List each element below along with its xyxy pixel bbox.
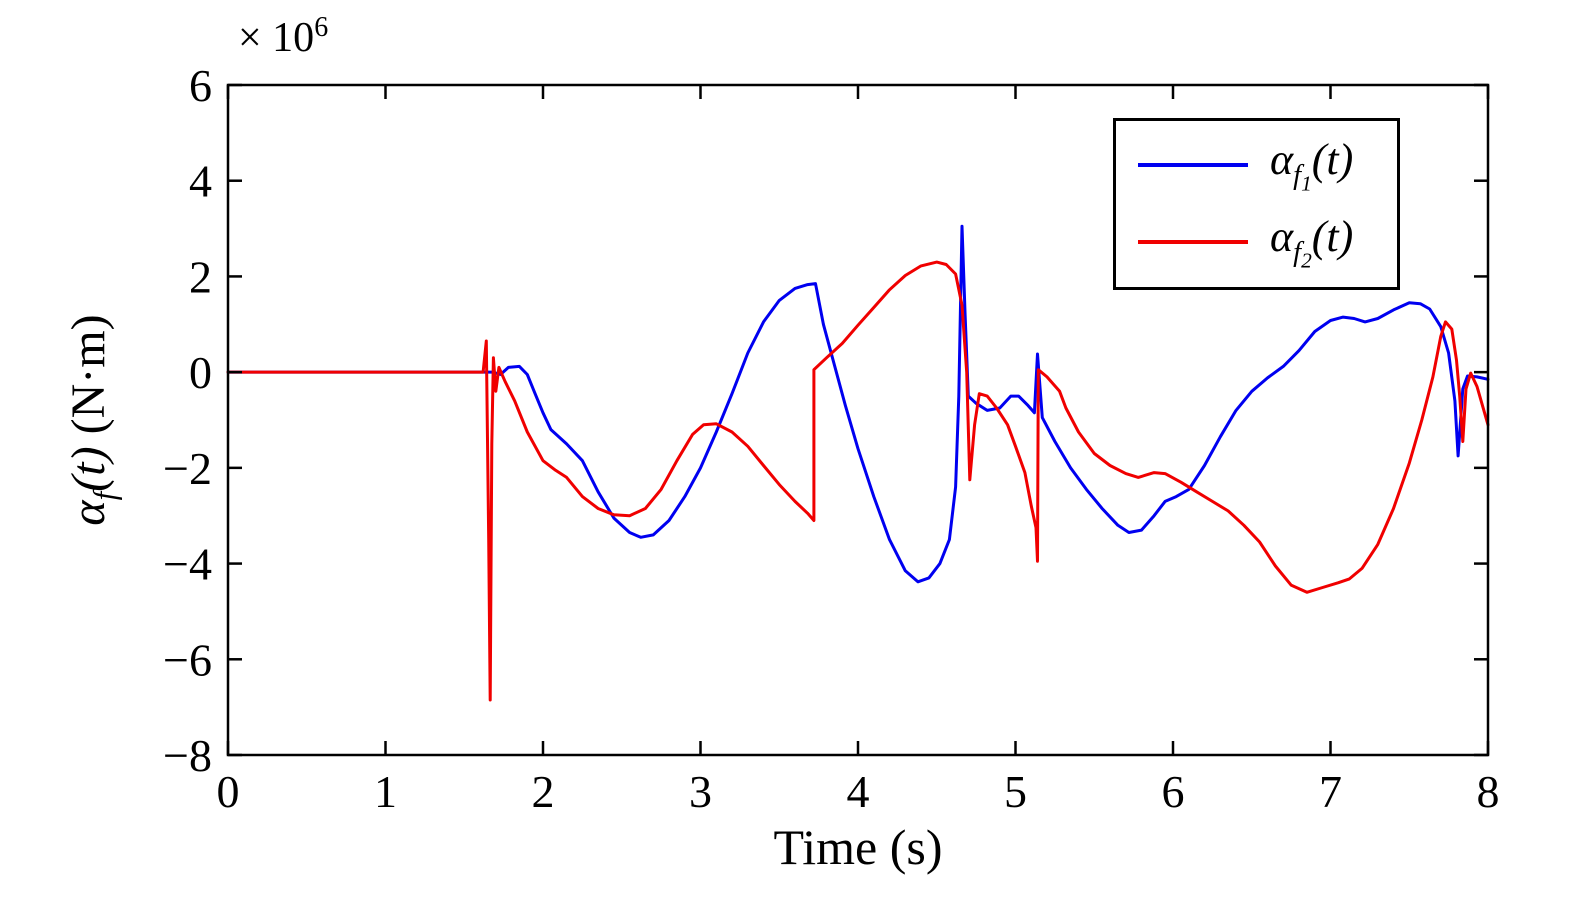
x-tick-label: 7	[1319, 766, 1342, 817]
x-tick-label: 2	[532, 766, 555, 817]
legend-af1-sub: f	[1293, 160, 1302, 192]
legend-item-af1: αf1(t)	[1138, 134, 1397, 197]
legend-af2-sub: f	[1293, 237, 1302, 269]
ylabel-argument: (t)	[62, 446, 116, 492]
y-axis-label: αf(t) (N·m)	[61, 314, 123, 525]
legend-af2-symbol: α	[1270, 212, 1294, 262]
x-tick-label: 6	[1162, 766, 1185, 817]
y-tick-label: 0	[189, 347, 212, 398]
ylabel-subscript: f	[86, 491, 122, 501]
legend-item-af2: αf2(t)	[1138, 211, 1397, 274]
legend-label-af2: αf2(t)	[1270, 211, 1353, 274]
legend-label-af1: αf1(t)	[1270, 134, 1353, 197]
ylabel-symbol: α	[62, 500, 116, 526]
y-tick-label: 4	[189, 156, 212, 207]
x-tick-label: 1	[374, 766, 397, 817]
y-axis-exponent-label: × 106	[238, 12, 328, 62]
y-tick-label: 2	[189, 251, 212, 302]
x-tick-label: 0	[217, 766, 240, 817]
legend-af1-suffix: (t)	[1311, 135, 1354, 185]
y-tick-label: −6	[163, 634, 212, 685]
y-tick-label: 6	[189, 60, 212, 111]
y-tick-label: −8	[163, 730, 212, 781]
x-axis-label: Time (s)	[773, 819, 943, 875]
x-tick-label: 3	[689, 766, 712, 817]
legend-line-sample-blue	[1138, 163, 1248, 168]
x-tick-label: 5	[1004, 766, 1027, 817]
legend-line-sample-red	[1138, 240, 1248, 245]
ylabel-units: (N·m)	[62, 314, 116, 447]
legend-af1-symbol: α	[1270, 135, 1294, 185]
series-line-alpha_f2	[226, 260, 1490, 702]
exponent-power: 6	[314, 12, 329, 43]
x-tick-label: 8	[1477, 766, 1500, 817]
legend-af2-suffix: (t)	[1311, 212, 1354, 262]
legend-af2-subsub: 2	[1301, 248, 1312, 273]
legend-af1-subsub: 1	[1301, 171, 1312, 196]
legend: αf1(t) αf2(t)	[1113, 118, 1400, 290]
y-tick-label: −2	[163, 443, 212, 494]
y-tick-label: −4	[163, 539, 212, 590]
exponent-base: × 10	[238, 15, 315, 61]
x-tick-label: 4	[847, 766, 870, 817]
